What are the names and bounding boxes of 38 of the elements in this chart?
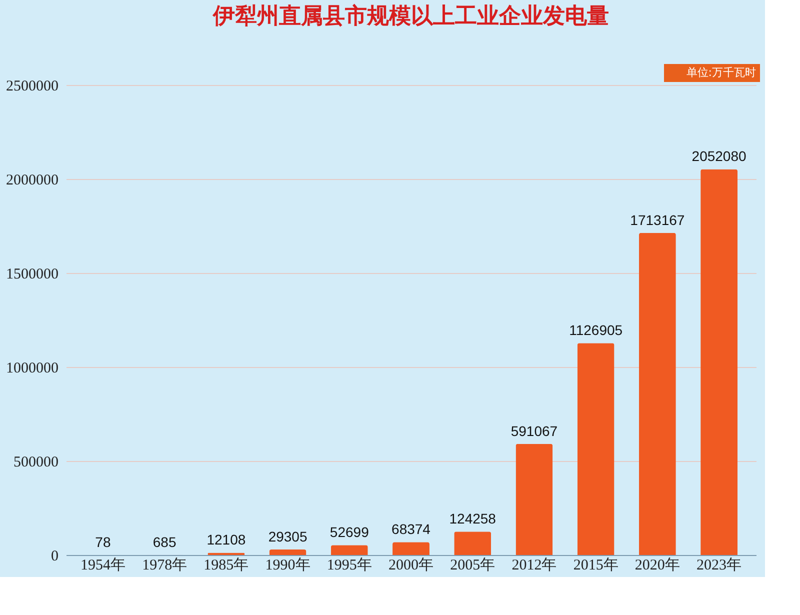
- x-tick-label: 1978年: [142, 556, 188, 574]
- x-tick-label: 2023年: [696, 556, 742, 574]
- bar: [516, 444, 553, 555]
- data-label: 1713167: [630, 212, 685, 228]
- bar: [454, 532, 492, 555]
- data-label: 29305: [268, 528, 308, 544]
- x-tick-label: 1995年: [326, 556, 372, 574]
- bar: [577, 343, 614, 555]
- y-tick-label: 2500000: [6, 78, 58, 94]
- y-tick-label: 2000000: [6, 172, 58, 188]
- data-label: 591067: [510, 422, 558, 439]
- y-tick-label: 1500000: [6, 266, 58, 282]
- bar: [638, 232, 676, 555]
- bar: [269, 549, 306, 555]
- bar: [700, 169, 738, 555]
- data-label: 12108: [206, 532, 246, 548]
- data-label: 124258: [449, 510, 496, 527]
- data-label: 78: [95, 534, 111, 550]
- y-tick-label: 1000000: [6, 360, 58, 376]
- x-tick-label: 1954年: [80, 556, 126, 574]
- x-tick-label: 1985年: [204, 556, 249, 574]
- data-label: 52699: [330, 524, 370, 540]
- bar: [392, 542, 430, 555]
- x-tick-label: 2015年: [573, 556, 618, 574]
- x-tick-label: 2000年: [388, 556, 434, 574]
- data-label: 685: [152, 534, 176, 550]
- text: 单位:万千瓦时: [686, 66, 756, 79]
- chart-title: 伊犁州直属县市规模以上工业企业发电量: [212, 3, 609, 29]
- x-tick-label: 2020年: [634, 556, 680, 574]
- x-tick-label: 2005年: [450, 556, 496, 574]
- x-tick-label: 1990年: [265, 556, 310, 574]
- x-tick-label: 2012年: [512, 556, 557, 574]
- bar: [330, 545, 368, 555]
- y-tick-label: 500000: [14, 454, 58, 470]
- data-label: 2052080: [692, 148, 746, 164]
- data-label: 68374: [392, 521, 431, 538]
- data-label: 1126905: [569, 322, 623, 338]
- y-tick-label: 0: [51, 548, 58, 564]
